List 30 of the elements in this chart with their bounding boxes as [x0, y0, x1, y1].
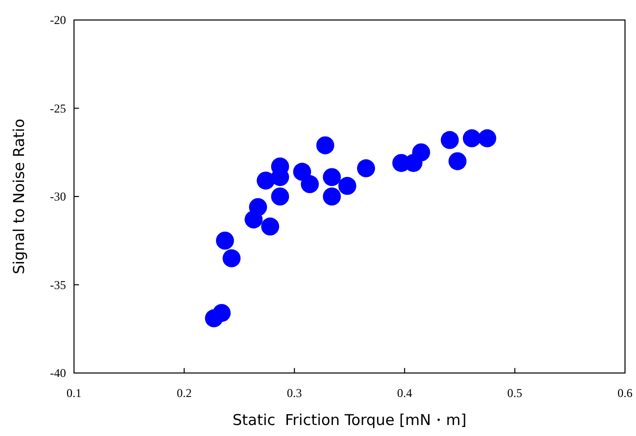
y-tick-label: -20 — [50, 13, 66, 28]
point — [212, 304, 231, 322]
x-tick-label: 0.2 — [176, 386, 192, 400]
point — [316, 136, 334, 154]
y-tick-label: -30 — [50, 190, 66, 204]
point — [271, 188, 290, 206]
y-tick-label: -25 — [50, 101, 66, 116]
point — [322, 168, 341, 186]
point — [357, 159, 376, 178]
point — [216, 232, 234, 250]
point — [249, 198, 268, 216]
x-tick-label: 0.5 — [507, 386, 522, 400]
y-tick-label: -40 — [50, 366, 66, 380]
point — [222, 249, 241, 268]
x-tick-label: 0.3 — [286, 386, 302, 400]
point — [462, 129, 481, 148]
x-tick-label: 0.6 — [618, 386, 632, 400]
point — [448, 152, 466, 170]
y-tick-label: -35 — [50, 278, 66, 292]
x-tick-label: 0.1 — [66, 386, 82, 400]
x-tick-label: 0.4 — [397, 386, 412, 400]
point — [412, 143, 430, 162]
point — [478, 129, 496, 148]
point — [440, 131, 459, 150]
point — [300, 175, 319, 194]
point — [338, 176, 356, 195]
point — [261, 218, 280, 236]
y-axis-title: Signal to Noise Ratio — [10, 118, 28, 274]
point — [322, 188, 341, 206]
x-axis-title: Static Friction Torque [mN・m] — [232, 411, 466, 429]
